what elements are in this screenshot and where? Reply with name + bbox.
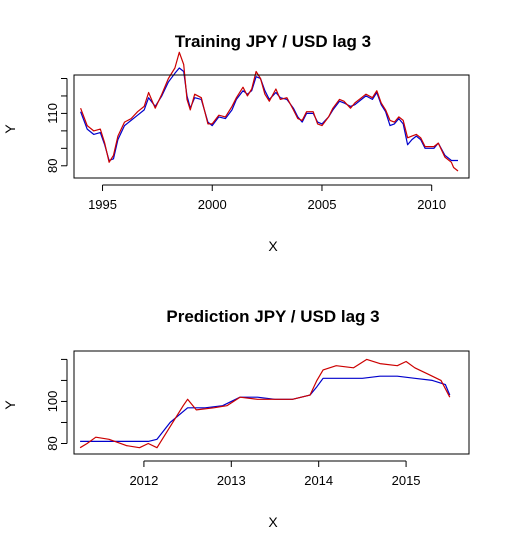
training-x-axis-label: X (268, 238, 278, 254)
training-plot-frame (73, 74, 470, 179)
training-x-tick-label: 2005 (308, 197, 337, 212)
prediction-x-tick-label: 2014 (304, 473, 333, 488)
training-x-tick-label: 2000 (198, 197, 227, 212)
training-chart-title: Training JPY / USD lag 3 (175, 32, 371, 51)
prediction-x-tick-label: 2012 (129, 473, 158, 488)
prediction-panel: Prediction JPY / USD lag 3 2012 2013 2014 2… (2, 307, 470, 530)
prediction-plot-frame (73, 350, 470, 455)
training-panel: Training JPY / USD lag 3 1995 2000 2005 201… (2, 32, 470, 254)
prediction-y-axis-label: Y (2, 400, 18, 410)
training-x-tick-label: 1995 (88, 197, 117, 212)
prediction-series-line-blue (80, 375, 451, 442)
training-y-tick-label: 110 (45, 103, 60, 124)
prediction-x-tick-label: 2013 (217, 473, 246, 488)
training-series-layer (80, 51, 459, 172)
prediction-y-tick-label: 80 (45, 436, 60, 450)
training-x-axis: 1995 2000 2005 2010 (88, 184, 446, 212)
prediction-chart-title: Prediction JPY / USD lag 3 (166, 307, 379, 326)
prediction-x-axis: 2012 2013 2014 2015 (129, 460, 421, 488)
training-y-tick-label: 80 (45, 159, 60, 173)
training-y-axis: 80 110 (45, 77, 68, 173)
prediction-y-tick-label: 100 (45, 391, 60, 413)
training-series-line-red (80, 51, 459, 172)
prediction-series-layer (79, 358, 451, 449)
prediction-x-tick-label: 2015 (392, 473, 421, 488)
prediction-x-axis-label: X (268, 514, 278, 530)
training-y-axis-label: Y (2, 124, 18, 134)
prediction-series-line-red (79, 358, 451, 449)
prediction-y-axis: 80 100 (45, 358, 68, 451)
training-x-tick-label: 2010 (417, 197, 446, 212)
